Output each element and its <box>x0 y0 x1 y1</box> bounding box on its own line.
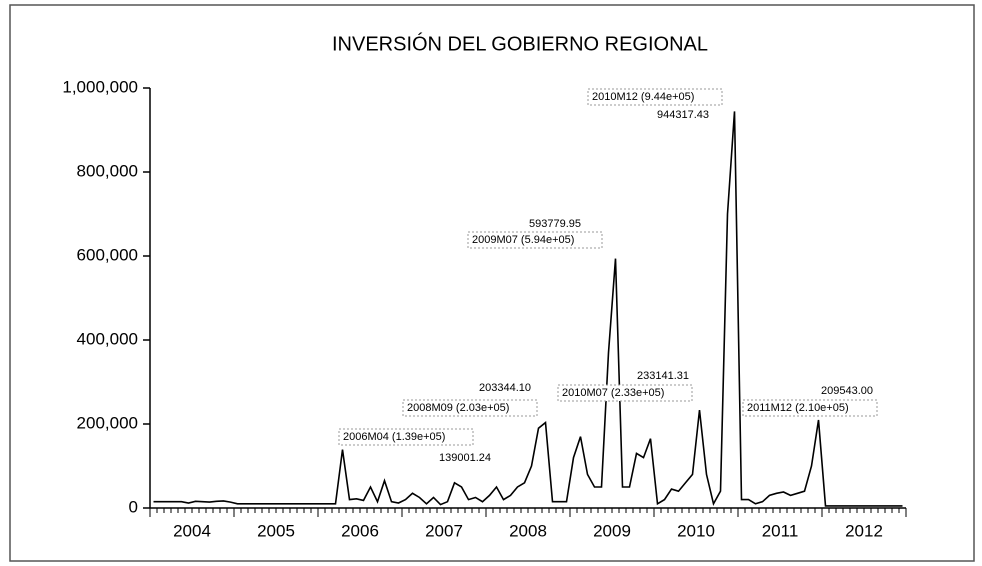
annotation-box <box>402 399 538 417</box>
y-tick-label: 800,000 <box>77 161 138 180</box>
annotation-box <box>557 384 693 402</box>
data-label: 593779.95 <box>529 218 581 230</box>
annotation-box <box>742 399 878 417</box>
frame <box>9 4 975 562</box>
y-tick-label: 200,000 <box>77 413 138 432</box>
annotation-box <box>587 88 723 106</box>
x-tick-label: 2005 <box>257 521 295 540</box>
y-tick-label: 0 <box>129 497 138 516</box>
data-label: 139001.24 <box>439 452 491 464</box>
y-tick-label: 600,000 <box>77 245 138 264</box>
series-line <box>153 111 903 507</box>
x-tick-label: 2010 <box>677 521 715 540</box>
x-tick-label: 2007 <box>425 521 463 540</box>
y-tick-label: 1,000,000 <box>62 77 138 96</box>
data-label: 944317.43 <box>657 109 709 121</box>
annotation: 2006M04 (1.39e+05) <box>343 431 445 443</box>
x-tick-label: 2004 <box>173 521 211 540</box>
x-tick-label: 2009 <box>593 521 631 540</box>
x-tick-label: 2011 <box>762 521 799 540</box>
data-label: 209543.00 <box>821 385 873 397</box>
annotation-box <box>467 231 603 249</box>
annotation: 2010M12 (9.44e+05) <box>592 91 694 103</box>
chart-title: INVERSIÓN DEL GOBIERNO REGIONAL <box>332 32 708 55</box>
annotation: 2011M12 (2.10e+05) <box>747 402 849 414</box>
y-tick-label: 400,000 <box>77 329 138 348</box>
annotation: 2010M07 (2.33e+05) <box>562 387 664 399</box>
x-tick-label: 2006 <box>341 521 379 540</box>
annotation-box <box>338 428 474 446</box>
data-label: 233141.31 <box>637 370 689 382</box>
annotation: 2009M07 (5.94e+05) <box>472 234 574 246</box>
x-tick-label: 2008 <box>509 521 547 540</box>
data-label: 203344.10 <box>479 382 531 394</box>
x-tick-label: 2012 <box>845 521 883 540</box>
annotation: 2008M09 (2.03e+05) <box>407 402 509 414</box>
